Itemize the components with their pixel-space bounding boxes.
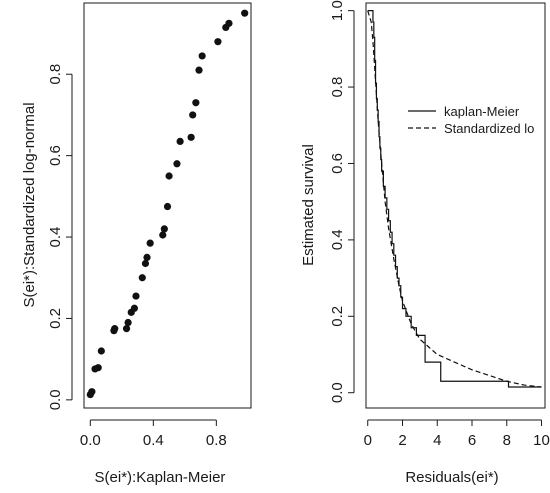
scatter-point <box>97 347 105 355</box>
left-panel: 0.0 0.4 0.8 0.0 0.2 0.4 0.6 0.8 S(ei*):Kaplan-… <box>21 2 252 486</box>
left-y-axis: 0.0 0.2 0.4 0.6 0.8 <box>47 64 73 410</box>
scatter-point <box>160 225 168 233</box>
scatter-point <box>195 66 203 74</box>
x-tick-label: 6 <box>468 432 476 449</box>
y-tick-label: 0.4 <box>329 229 346 250</box>
x-tick-label: 2 <box>398 432 406 449</box>
y-tick-label: 0.2 <box>47 308 64 329</box>
right-x-axis: 0 2 4 6 8 10 <box>364 419 550 449</box>
left-x-axis: 0.0 0.4 0.8 <box>80 419 227 449</box>
x-tick-label: 0.8 <box>206 432 227 449</box>
x-tick-label: 10 <box>533 432 550 449</box>
scatter-point <box>187 133 195 141</box>
scatter-point <box>138 274 146 282</box>
scatter-point <box>143 253 151 261</box>
x-tick-label: 4 <box>433 432 441 449</box>
scatter-point <box>94 364 102 372</box>
y-tick-label: 0.4 <box>47 227 64 248</box>
y-tick-label: 0.2 <box>329 306 346 327</box>
right-panel: 0 2 4 6 8 10 0.0 0.2 0.4 0.6 0.8 1.0 kaplan-Meier … <box>300 0 550 486</box>
scatter-point <box>189 111 197 119</box>
scatter-point <box>192 99 200 107</box>
x-tick-label: 0.0 <box>80 432 101 449</box>
y-tick-label: 0.0 <box>47 389 64 410</box>
x-tick-label: 0.4 <box>143 432 164 449</box>
left-y-axis-label: S(ei*):Standardized log-normal <box>21 102 38 307</box>
x-tick-label: 8 <box>503 432 511 449</box>
scatter-point <box>88 388 96 396</box>
right-legend: kaplan-Meier Standardized lo <box>408 104 534 136</box>
scatter-point <box>124 318 132 327</box>
scatter-point <box>214 38 222 46</box>
scatter-point <box>122 325 131 333</box>
x-tick-label: 0 <box>364 432 372 449</box>
y-tick-label: 1.0 <box>329 0 346 21</box>
right-x-axis-label: Residuals(ei*) <box>405 469 498 486</box>
y-tick-label: 0.6 <box>329 153 346 174</box>
scatter-point <box>241 9 249 17</box>
y-tick-label: 0.8 <box>47 64 64 85</box>
right-plot-frame <box>365 2 546 409</box>
legend-label-standardized: Standardized lo <box>444 121 534 136</box>
right-y-axis: 0.0 0.2 0.4 0.6 0.8 1.0 <box>329 0 355 403</box>
y-tick-label: 0.6 <box>47 145 64 166</box>
scatter-point <box>132 292 140 300</box>
scatter-point <box>225 19 233 27</box>
scatter-point <box>198 52 206 60</box>
y-tick-label: 0.8 <box>329 77 346 98</box>
scatter-point <box>163 202 172 211</box>
left-x-axis-label: S(ei*):Kaplan-Meier <box>95 469 226 486</box>
scatter-point <box>146 239 154 247</box>
scatter-point <box>173 160 181 168</box>
scatter-point <box>176 137 184 145</box>
scatter-point <box>165 172 173 180</box>
scatter-point <box>159 231 167 239</box>
y-tick-label: 0.0 <box>329 382 346 403</box>
right-y-axis-label: Estimated survival <box>300 144 317 266</box>
left-scatter-points <box>86 9 249 399</box>
scatter-point <box>111 325 119 333</box>
left-plot-frame <box>83 2 252 409</box>
right-survival-lines <box>367 10 542 388</box>
legend-label-kaplan-meier: kaplan-Meier <box>444 104 520 119</box>
scatter-point <box>130 304 139 312</box>
scatter-point <box>141 259 150 268</box>
